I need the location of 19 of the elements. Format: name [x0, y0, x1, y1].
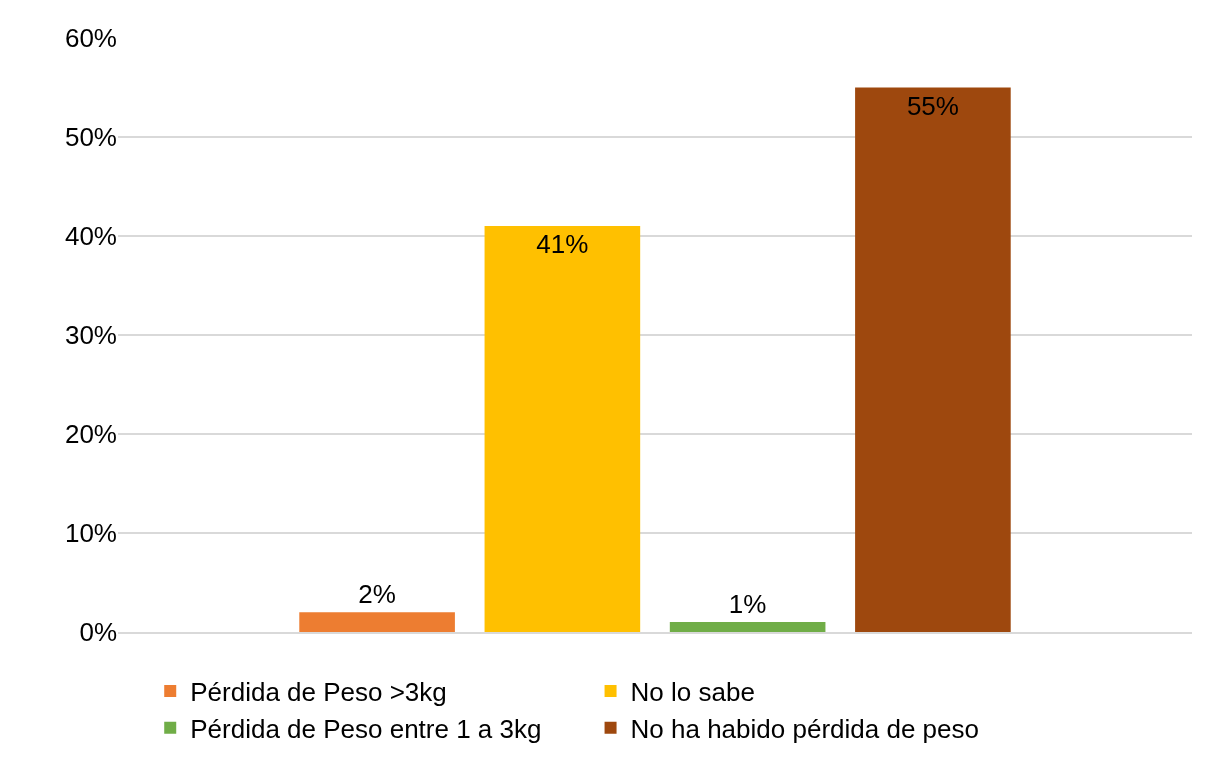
y-tick-label: 20%	[64, 419, 117, 450]
data-label: 1%	[728, 589, 767, 620]
y-tick-label: 60%	[64, 23, 117, 54]
bar	[484, 226, 641, 632]
data-label: 41%	[536, 229, 589, 260]
bar	[669, 622, 826, 632]
legend-label: No lo sabe	[630, 677, 755, 708]
legend-label: No ha habido pérdida de peso	[630, 713, 979, 744]
data-label: 55%	[906, 90, 959, 121]
legend-label: Pérdida de Peso >3kg	[190, 677, 447, 708]
y-tick-label: 50%	[64, 122, 117, 153]
bar	[855, 87, 1011, 632]
y-tick-label: 0%	[79, 617, 117, 648]
y-tick-label: 10%	[64, 518, 117, 549]
legend-label: Pérdida de Peso entre 1 a 3kg	[190, 713, 542, 744]
data-label: 2%	[358, 579, 396, 610]
y-tick-label: 30%	[64, 320, 117, 351]
y-tick-label: 40%	[64, 221, 117, 252]
bar	[299, 612, 455, 632]
